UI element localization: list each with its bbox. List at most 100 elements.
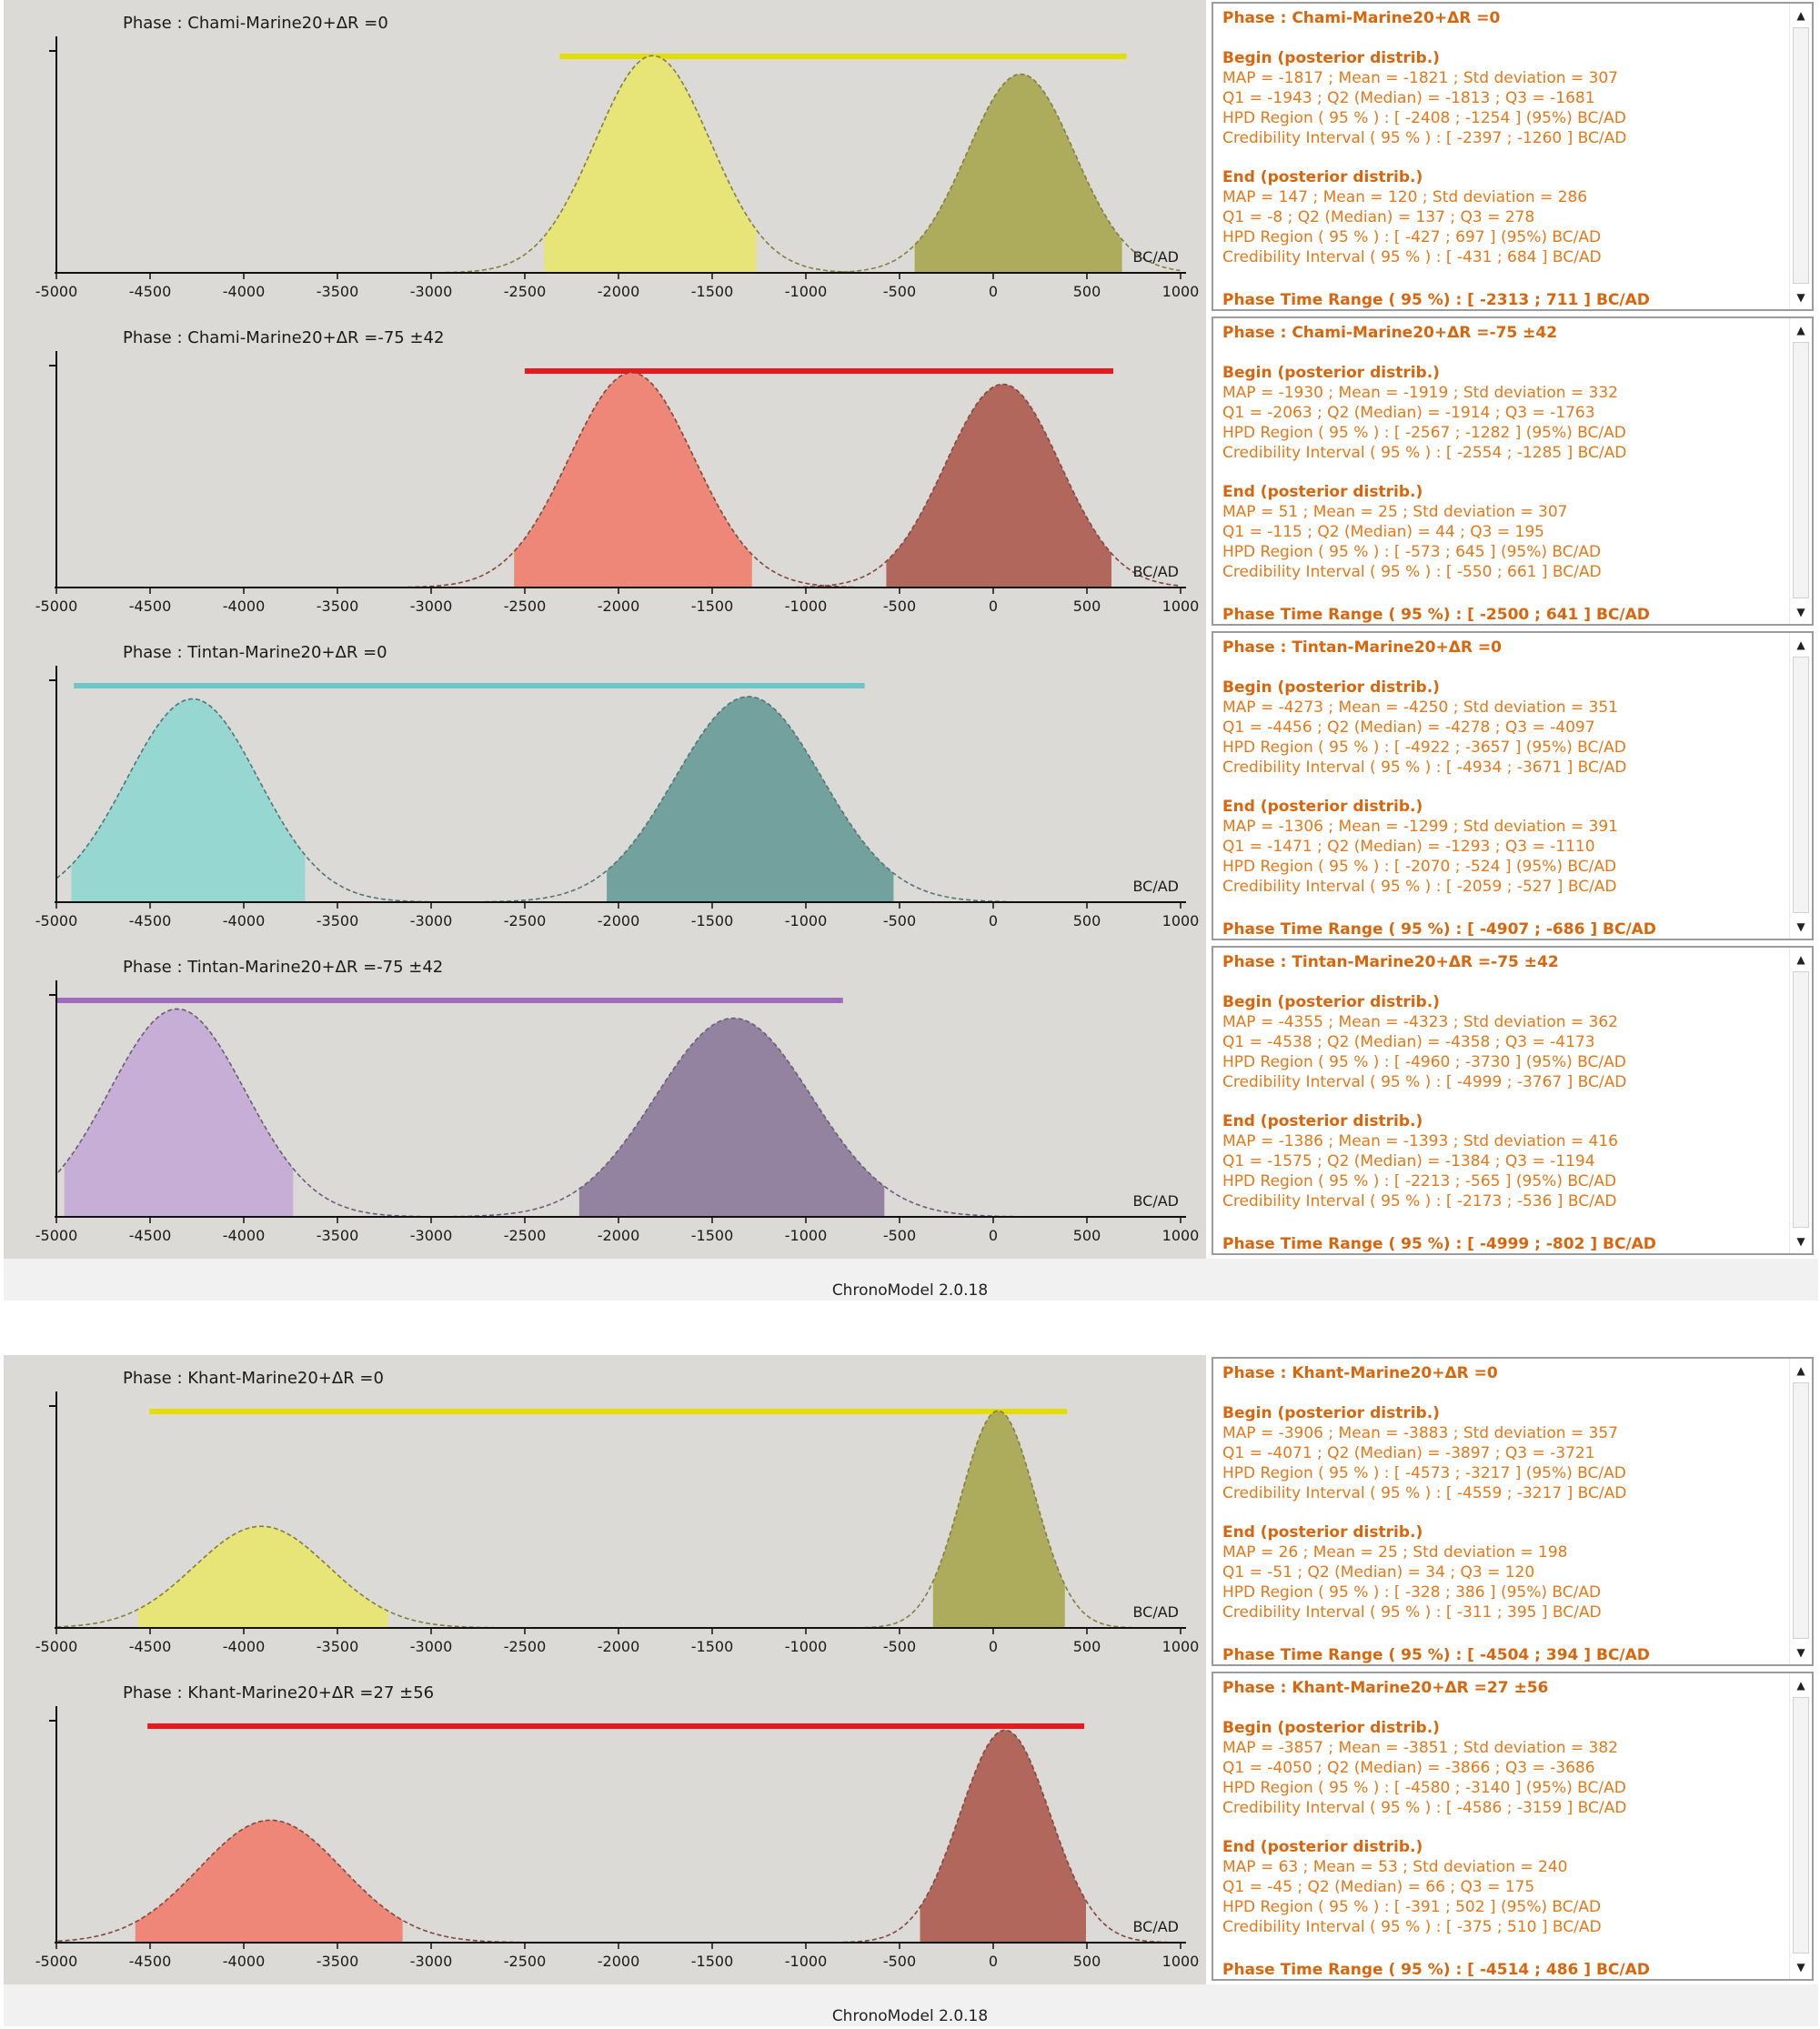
x-tick-label: -2500 (504, 283, 547, 300)
x-tick-label: -5000 (35, 1227, 78, 1244)
results-text: Phase : Tintan-Marine20+ΔR =0 Begin (post… (1222, 638, 1785, 939)
x-tick-label: 0 (989, 912, 998, 929)
vertical-scrollbar[interactable]: ▲ ▼ (1789, 948, 1812, 1253)
phase-title: Phase : Chami-Marine20+ΔR =0 (123, 14, 388, 33)
end-stat-line: MAP = 26 ; Mean = 25 ; Std deviation = 1… (1222, 1543, 1568, 1562)
scrollbar-thumb[interactable] (1793, 1697, 1809, 1954)
begin-stat-line: HPD Region ( 95 % ) : [ -2567 ; -1282 ] … (1222, 423, 1626, 442)
scroll-down-arrow-icon[interactable]: ▼ (1796, 1961, 1805, 1974)
scrollbar-thumb[interactable] (1793, 342, 1809, 598)
end-stat-line: MAP = 51 ; Mean = 25 ; Std deviation = 3… (1222, 503, 1568, 522)
x-tick-label: -2500 (504, 1638, 547, 1655)
x-tick-label: 500 (1073, 1227, 1101, 1244)
scrollbar-thumb[interactable] (1793, 27, 1809, 284)
phase-row: Phase : Tintan-Marine20+ΔR =-75 ±42 -5000… (0, 944, 1820, 1259)
density-plot: Phase : Chami-Marine20+ΔR =-75 ±42-5000-… (35, 328, 1200, 615)
begin-heading: Begin (posterior distrib.) (1222, 48, 1440, 67)
axis-unit-label: BC/AD (1132, 563, 1179, 580)
scroll-up-arrow-icon[interactable]: ▲ (1796, 1364, 1805, 1377)
end-stat-line: HPD Region ( 95 % ) : [ -2213 ; -565 ] (… (1222, 1172, 1617, 1191)
x-tick-label: 0 (989, 1227, 998, 1244)
begin-stat-line: HPD Region ( 95 % ) : [ -4580 ; -3140 ] … (1222, 1778, 1626, 1797)
results-text-panel[interactable]: Phase : Chami-Marine20+ΔR =-75 ±42 Begin … (1212, 316, 1814, 626)
results-text-panel[interactable]: Phase : Chami-Marine20+ΔR =0 Begin (poste… (1212, 2, 1814, 311)
results-text-panel[interactable]: Phase : Khant-Marine20+ΔR =0 Begin (poste… (1212, 1357, 1814, 1666)
scroll-up-arrow-icon[interactable]: ▲ (1796, 1679, 1805, 1692)
spacer (1222, 1384, 1785, 1404)
results-text-panel[interactable]: Phase : Tintan-Marine20+ΔR =-75 ±42 Begin… (1212, 946, 1814, 1255)
x-tick-label: -1500 (691, 912, 734, 929)
begin-hpd-area (64, 1009, 294, 1217)
begin-stat-line: MAP = -4355 ; Mean = -4323 ; Std deviati… (1222, 1012, 1619, 1031)
end-stat-line: HPD Region ( 95 % ) : [ -391 ; 502 ] (95… (1222, 1898, 1602, 1917)
x-tick-label: 500 (1073, 283, 1101, 300)
axis-unit-label: BC/AD (1132, 878, 1179, 895)
scroll-up-arrow-icon[interactable]: ▲ (1796, 638, 1805, 651)
end-stat-line: MAP = 63 ; Mean = 53 ; Std deviation = 2… (1222, 1858, 1568, 1877)
scroll-down-arrow-icon[interactable]: ▼ (1796, 1646, 1805, 1659)
end-stat-line: Q1 = -45 ; Q2 (Median) = 66 ; Q3 = 175 (1222, 1878, 1535, 1897)
results-text-panel[interactable]: Phase : Khant-Marine20+ΔR =27 ±56 Begin (… (1212, 1672, 1814, 1981)
x-tick-label: -4000 (223, 283, 266, 300)
scrollbar-thumb[interactable] (1793, 971, 1809, 1228)
vertical-scrollbar[interactable]: ▲ ▼ (1789, 1359, 1812, 1664)
spacer (1222, 1699, 1785, 1719)
x-tick-label: 1000 (1162, 1227, 1200, 1244)
begin-stat-line: Credibility Interval ( 95 % ) : [ -4999 … (1222, 1072, 1627, 1091)
end-hpd-area (914, 74, 1122, 273)
phase-heading: Phase : Chami-Marine20+ΔR =0 (1222, 9, 1501, 27)
begin-stat-line: MAP = -1930 ; Mean = -1919 ; Std deviati… (1222, 383, 1619, 402)
end-stat-line: Credibility Interval ( 95 % ) : [ -550 ;… (1222, 563, 1602, 582)
phase-heading: Phase : Chami-Marine20+ΔR =-75 ±42 (1222, 324, 1558, 342)
x-tick-label: -5000 (35, 1953, 78, 1970)
x-tick-label: -3500 (317, 912, 359, 929)
spacer (1222, 973, 1785, 993)
phase-title: Phase : Tintan-Marine20+ΔR =0 (123, 643, 387, 662)
phase-heading: Phase : Khant-Marine20+ΔR =0 (1222, 1364, 1498, 1382)
end-stat-line: Q1 = -1471 ; Q2 (Median) = -1293 ; Q3 = … (1222, 838, 1595, 857)
phase-time-range-text: Phase Time Range ( 95 %) : [ -4514 ; 486… (1222, 1961, 1650, 1980)
x-tick-label: -2000 (598, 912, 640, 929)
phase-time-range-text: Phase Time Range ( 95 %) : [ -4999 ; -80… (1222, 1235, 1656, 1254)
vertical-scrollbar[interactable]: ▲ ▼ (1789, 4, 1812, 309)
end-stat-line: HPD Region ( 95 % ) : [ -328 ; 386 ] (95… (1222, 1583, 1602, 1602)
end-stat-line: Credibility Interval ( 95 % ) : [ -431 ;… (1222, 248, 1602, 267)
vertical-scrollbar[interactable]: ▲ ▼ (1789, 633, 1812, 939)
x-tick-label: -5000 (35, 283, 78, 300)
scroll-down-arrow-icon[interactable]: ▼ (1796, 291, 1805, 304)
x-tick-label: -1500 (691, 598, 734, 615)
scroll-down-arrow-icon[interactable]: ▼ (1796, 1235, 1805, 1248)
begin-heading: Begin (posterior distrib.) (1222, 992, 1440, 1011)
end-heading: End (posterior distrib.) (1222, 1112, 1423, 1131)
end-stat-line: Q1 = -51 ; Q2 (Median) = 34 ; Q3 = 120 (1222, 1563, 1535, 1582)
scroll-up-arrow-icon[interactable]: ▲ (1796, 9, 1805, 22)
scroll-down-arrow-icon[interactable]: ▼ (1796, 920, 1805, 933)
phase-time-range-text: Phase Time Range ( 95 %) : [ -4907 ; -68… (1222, 920, 1656, 939)
end-stat-line: Q1 = -1575 ; Q2 (Median) = -1384 ; Q3 = … (1222, 1152, 1595, 1171)
x-tick-label: -2500 (504, 598, 547, 615)
scrollbar-thumb[interactable] (1793, 1382, 1809, 1639)
x-tick-label: -500 (883, 912, 916, 929)
phase-title: Phase : Tintan-Marine20+ΔR =-75 ±42 (123, 958, 443, 977)
vertical-scrollbar[interactable]: ▲ ▼ (1789, 318, 1812, 624)
scroll-down-arrow-icon[interactable]: ▼ (1796, 606, 1805, 618)
app-version-label: ChronoModel 2.0.18 (831, 1281, 989, 1300)
phase-row: Phase : Chami-Marine20+ΔR =-75 ±42 -5000-… (0, 315, 1820, 629)
scroll-up-arrow-icon[interactable]: ▲ (1796, 324, 1805, 336)
end-stat-line: Credibility Interval ( 95 % ) : [ -375 ;… (1222, 1918, 1602, 1937)
x-tick-label: -3500 (317, 1953, 359, 1970)
app-version-label: ChronoModel 2.0.18 (831, 2007, 989, 2025)
begin-density-curve (446, 55, 860, 274)
scroll-up-arrow-icon[interactable]: ▲ (1796, 953, 1805, 966)
end-density-curve (484, 696, 1012, 903)
x-tick-label: -1500 (691, 1638, 734, 1655)
spacer (1222, 1092, 1785, 1112)
results-text-panel[interactable]: Phase : Tintan-Marine20+ΔR =0 Begin (post… (1212, 631, 1814, 940)
phase-title: Phase : Khant-Marine20+ΔR =0 (123, 1369, 384, 1388)
vertical-scrollbar[interactable]: ▲ ▼ (1789, 1673, 1812, 1979)
density-plot: Phase : Khant-Marine20+ΔR =27 ±56 -5000 -4… (35, 1683, 1200, 1970)
x-tick-label: -3000 (410, 912, 453, 929)
scrollbar-thumb[interactable] (1793, 657, 1809, 913)
phase-title: Phase : Khant-Marine20+ΔR =27 ±56 (123, 1683, 434, 1703)
x-tick-label: -4000 (223, 1953, 266, 1970)
